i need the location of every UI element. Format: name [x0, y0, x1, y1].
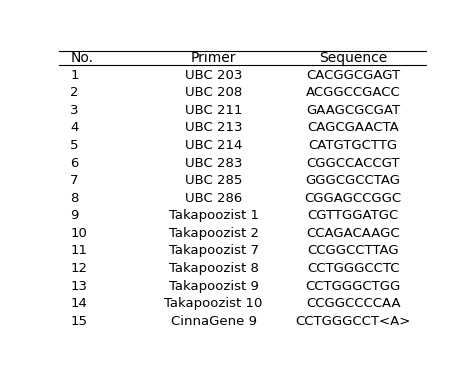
- Text: CAGCGAACTA: CAGCGAACTA: [307, 121, 399, 134]
- Text: Takapoozist 7: Takapoozist 7: [169, 244, 258, 257]
- Text: ACGGCCGACC: ACGGCCGACC: [306, 86, 401, 99]
- Text: Primer: Primer: [191, 51, 236, 64]
- Text: CGTTGGATGC: CGTTGGATGC: [308, 209, 399, 222]
- Text: CGGCCACCGT: CGGCCACCGT: [306, 157, 400, 170]
- Text: UBC 211: UBC 211: [185, 104, 242, 117]
- Text: 7: 7: [70, 174, 79, 187]
- Text: 12: 12: [70, 262, 87, 275]
- Text: UBC 286: UBC 286: [185, 192, 242, 205]
- Text: CCTGGGCCTC: CCTGGGCCTC: [307, 262, 400, 275]
- Text: UBC 214: UBC 214: [185, 139, 242, 152]
- Text: CCTGGGCCT<A>: CCTGGGCCT<A>: [295, 315, 411, 328]
- Text: 5: 5: [70, 139, 79, 152]
- Text: Takapoozist 10: Takapoozist 10: [164, 297, 263, 310]
- Text: GAAGCGCGAT: GAAGCGCGAT: [306, 104, 400, 117]
- Text: 1: 1: [70, 69, 79, 82]
- Text: UBC 203: UBC 203: [185, 69, 242, 82]
- Text: 4: 4: [70, 121, 79, 134]
- Text: 10: 10: [70, 227, 87, 240]
- Text: CACGGCGAGT: CACGGCGAGT: [306, 69, 400, 82]
- Text: 9: 9: [70, 209, 79, 222]
- Text: UBC 285: UBC 285: [185, 174, 242, 187]
- Text: CCTGGGCTGG: CCTGGGCTGG: [306, 279, 401, 292]
- Text: CinnaGene 9: CinnaGene 9: [171, 315, 256, 328]
- Text: 13: 13: [70, 279, 87, 292]
- Text: CATGTGCTTG: CATGTGCTTG: [309, 139, 398, 152]
- Text: Takapoozist 1: Takapoozist 1: [169, 209, 258, 222]
- Text: UBC 208: UBC 208: [185, 86, 242, 99]
- Text: CGGAGCCGGC: CGGAGCCGGC: [305, 192, 401, 205]
- Text: UBC 213: UBC 213: [185, 121, 242, 134]
- Text: Takapoozist 9: Takapoozist 9: [169, 279, 258, 292]
- Text: 11: 11: [70, 244, 87, 257]
- Text: No.: No.: [70, 51, 93, 64]
- Text: Sequence: Sequence: [319, 51, 387, 64]
- Text: UBC 283: UBC 283: [185, 157, 242, 170]
- Text: CCGGCCTTAG: CCGGCCTTAG: [307, 244, 399, 257]
- Text: Takapoozist 2: Takapoozist 2: [169, 227, 258, 240]
- Text: Takapoozist 8: Takapoozist 8: [169, 262, 258, 275]
- Text: GGGCGCCTAG: GGGCGCCTAG: [306, 174, 401, 187]
- Text: 6: 6: [70, 157, 79, 170]
- Text: 3: 3: [70, 104, 79, 117]
- Text: CCGGCCCCAA: CCGGCCCCAA: [306, 297, 401, 310]
- Text: 8: 8: [70, 192, 79, 205]
- Text: 15: 15: [70, 315, 87, 328]
- Text: 2: 2: [70, 86, 79, 99]
- Text: CCAGACAAGC: CCAGACAAGC: [306, 227, 400, 240]
- Text: 14: 14: [70, 297, 87, 310]
